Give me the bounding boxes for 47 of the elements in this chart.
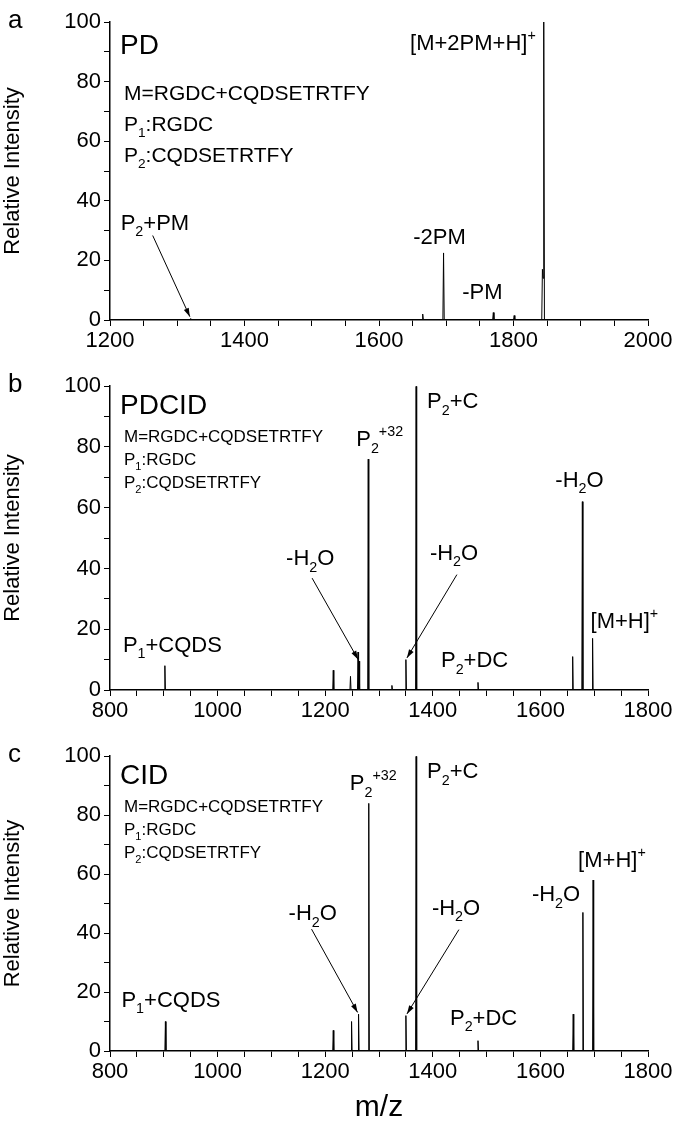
y-tick-label: 100 bbox=[64, 372, 101, 398]
x-tick-label: 1800 bbox=[489, 327, 538, 353]
y-tick-label: 40 bbox=[76, 919, 101, 945]
chart-title: c bbox=[8, 738, 21, 769]
x-tick-label: 1000 bbox=[193, 1058, 243, 1084]
x-tick-label: 1000 bbox=[193, 697, 243, 723]
y-tick-label: 60 bbox=[76, 860, 101, 886]
y-tick-label: 20 bbox=[76, 246, 101, 272]
chart-title: b bbox=[8, 368, 23, 399]
y-tick-label: 60 bbox=[76, 493, 101, 519]
annotation: [M+H]+ bbox=[590, 605, 659, 634]
x-tick-label: 1200 bbox=[300, 697, 350, 723]
y-tick-label: 80 bbox=[76, 67, 101, 93]
x-tick-label: 1600 bbox=[515, 697, 565, 723]
annotation: [M+2PM+H]+ bbox=[410, 27, 536, 55]
x-tick-label: 1800 bbox=[623, 1058, 673, 1084]
x-tick-label: 1600 bbox=[354, 327, 404, 353]
annotation: M=RGDC+CQDSETRTFY bbox=[124, 427, 323, 447]
annotation: -PM bbox=[462, 278, 503, 304]
annotation: M=RGDC+CQDSETRTFY bbox=[124, 797, 323, 817]
y-axis-title: Relative Intensity bbox=[0, 819, 25, 988]
x-tick-label: 1600 bbox=[515, 1058, 565, 1084]
y-tick-label: 20 bbox=[76, 615, 101, 641]
chart-subtitle: PDCID bbox=[120, 389, 208, 421]
y-tick-label: 100 bbox=[64, 742, 101, 768]
chart-subtitle: CID bbox=[120, 759, 169, 791]
x-tick-label: 1400 bbox=[408, 1058, 458, 1084]
annotation: M=RGDC+CQDSETRTFY bbox=[124, 81, 370, 104]
x-tick-label: 1400 bbox=[408, 697, 458, 723]
y-tick-label: 20 bbox=[76, 978, 101, 1004]
x-tick-label: 2000 bbox=[623, 327, 673, 353]
chart-subtitle: PD bbox=[120, 29, 159, 60]
x-axis-title: m/z bbox=[354, 1089, 404, 1123]
y-tick-label: 60 bbox=[76, 127, 101, 153]
y-tick-label: 100 bbox=[64, 8, 101, 34]
x-tick-label: 1400 bbox=[220, 327, 269, 353]
chart-title: a bbox=[8, 4, 23, 34]
y-tick-label: 80 bbox=[76, 433, 101, 459]
annotation: [M+H]+ bbox=[578, 844, 646, 873]
annotation: -2PM bbox=[413, 223, 466, 249]
y-tick-label: 80 bbox=[76, 801, 101, 827]
y-tick-label: 40 bbox=[76, 554, 101, 580]
y-axis-title: Relative Intensity bbox=[0, 454, 25, 622]
x-tick-label: 1800 bbox=[623, 697, 673, 723]
y-axis-title: Relative Intensity bbox=[0, 87, 25, 255]
y-tick-label: 40 bbox=[76, 186, 101, 212]
x-tick-label: 1200 bbox=[300, 1058, 350, 1084]
